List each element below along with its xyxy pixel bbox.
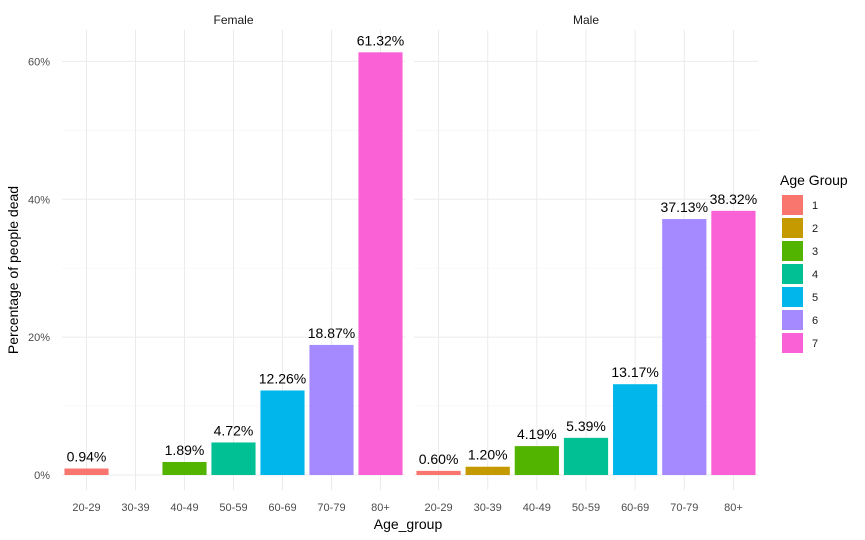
data-label: 4.19% [517, 426, 557, 442]
legend-label: 4 [812, 269, 818, 281]
legend: 1 2 3 4 5 6 7 [782, 195, 818, 353]
x-tick-label: 20-29 [72, 502, 100, 514]
data-label: 18.87% [308, 325, 355, 341]
x-tick-label: 80+ [724, 502, 743, 514]
x-tick-label: 70-79 [317, 502, 345, 514]
x-tick-label: 60-69 [268, 502, 296, 514]
legend-swatch [782, 333, 803, 353]
x-tick-label: 30-39 [474, 502, 502, 514]
x-tick-label: 40-49 [523, 502, 551, 514]
data-label: 12.26% [259, 370, 306, 386]
y-axis-title: Percentage of people dead [5, 186, 21, 354]
legend-label: 2 [812, 223, 818, 235]
legend-swatch [782, 264, 803, 284]
x-tick-label: 40-49 [170, 502, 198, 514]
facet-title: Male [573, 13, 599, 27]
bar [162, 461, 207, 475]
legend-label: 7 [812, 338, 818, 350]
legend-swatch [782, 310, 803, 330]
axis-layer: 0% 20% 40% 60% [28, 56, 50, 482]
bar [260, 390, 305, 475]
x-axis-title: Age_group [374, 516, 443, 532]
bar [662, 219, 707, 475]
legend-swatch [782, 241, 803, 261]
panels-layer: Female 0.94% 20-29 30-39 1.89% 40-49 4.72% 50-5… [62, 13, 758, 514]
bar [64, 468, 109, 475]
bar [211, 442, 256, 475]
bar [465, 466, 510, 475]
x-tick-label: 70-79 [670, 502, 698, 514]
data-label: 0.60% [419, 451, 459, 467]
bar [711, 210, 756, 475]
x-tick-label: 50-59 [219, 502, 247, 514]
legend-swatch [782, 195, 803, 215]
bar [613, 384, 658, 475]
bar [514, 446, 559, 475]
legend-label: 6 [812, 315, 818, 327]
data-label: 5.39% [566, 418, 606, 434]
legend-swatch [782, 287, 803, 307]
data-label: 0.94% [67, 449, 107, 465]
facet-panel-female: Female 0.94% 20-29 30-39 1.89% 40-49 4.72% 50-5… [62, 13, 405, 514]
x-tick-label: 30-39 [121, 502, 149, 514]
x-tick-label: 20-29 [425, 502, 453, 514]
y-tick-label: 40% [28, 194, 50, 206]
x-tick-label: 60-69 [621, 502, 649, 514]
data-label: 1.20% [468, 447, 508, 463]
bar [358, 52, 403, 475]
legend-label: 5 [812, 292, 818, 304]
bar [563, 437, 609, 475]
legend-label: 1 [812, 200, 818, 212]
data-label: 1.89% [165, 442, 205, 458]
x-tick-label: 80+ [371, 502, 390, 514]
bar [309, 344, 354, 475]
bar [416, 470, 461, 475]
data-label: 13.17% [611, 364, 658, 380]
legend-label: 3 [812, 246, 818, 258]
y-tick-label: 20% [28, 332, 50, 344]
legend-swatch [782, 218, 803, 238]
data-label: 61.32% [357, 32, 404, 48]
data-label: 4.72% [214, 422, 254, 438]
data-label: 37.13% [661, 199, 708, 215]
legend-title: Age Group [780, 172, 848, 188]
y-tick-label: 60% [28, 56, 50, 68]
y-tick-label: 0% [34, 470, 50, 482]
facet-panel-male: Male 0.60% 20-29 1.20% 30-39 4.19% 40-49 5.39% 5… [414, 13, 758, 514]
x-tick-label: 50-59 [572, 502, 600, 514]
facet-title: Female [213, 13, 253, 27]
data-label: 38.32% [710, 191, 757, 207]
